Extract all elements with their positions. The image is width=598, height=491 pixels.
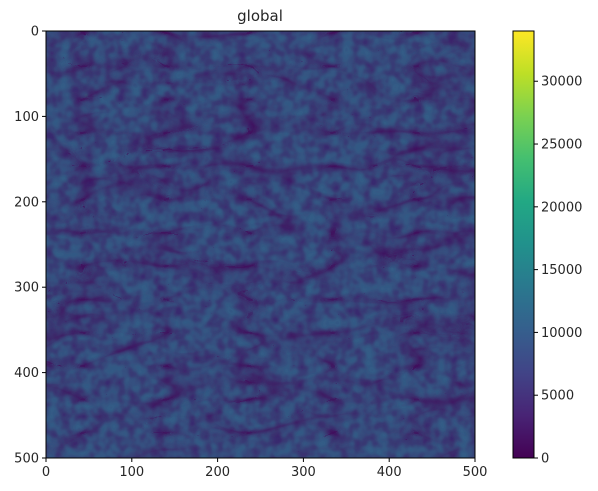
x-axis: 0 100 200 300 400 500 <box>42 458 488 480</box>
y-tick-label: 100 <box>14 110 39 125</box>
colorbar-tick-label: 5000 <box>541 389 574 404</box>
colorbar-tick-label: 20000 <box>541 200 582 215</box>
x-tick-label: 300 <box>291 465 316 480</box>
x-tick-label: 100 <box>119 465 144 480</box>
colorbar-tick-label: 15000 <box>541 263 582 278</box>
y-tick-label: 200 <box>14 195 39 210</box>
y-tick-label: 500 <box>14 452 39 467</box>
heatmap-image <box>46 31 475 458</box>
x-tick-label: 500 <box>463 465 488 480</box>
x-tick-label: 400 <box>377 465 402 480</box>
chart-title: global <box>237 7 283 25</box>
colorbar-tick-label: 0 <box>541 452 549 467</box>
plot-frame <box>45 30 476 459</box>
colorbar-tick-label: 25000 <box>541 138 582 153</box>
x-tick-label: 0 <box>42 465 50 480</box>
colorbar-tick-label: 30000 <box>541 75 582 90</box>
y-axis: 0 100 200 300 400 500 <box>14 25 46 467</box>
y-tick-label: 0 <box>31 25 39 40</box>
colorbar <box>512 30 535 459</box>
colorbar-tick-label: 10000 <box>541 326 582 341</box>
y-tick-label: 400 <box>14 366 39 381</box>
y-tick-label: 300 <box>14 281 39 296</box>
colorbar-axis: 0 5000 10000 15000 20000 25000 30000 <box>534 75 582 467</box>
x-tick-label: 200 <box>205 465 230 480</box>
